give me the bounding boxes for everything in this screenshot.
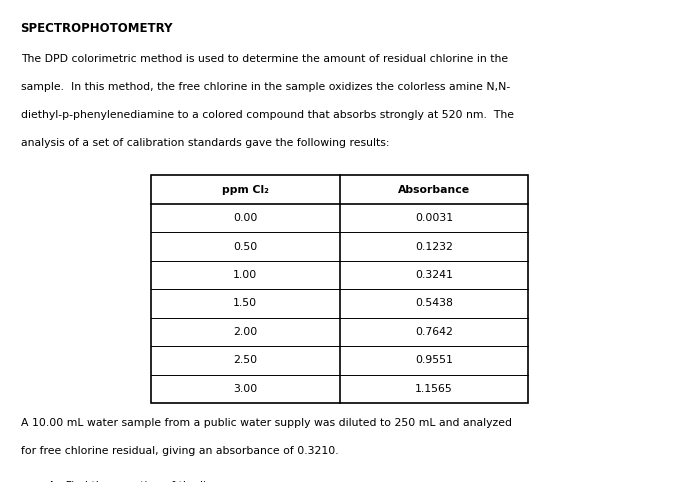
Bar bbox=[151, 175, 528, 403]
Text: 1.50: 1.50 bbox=[233, 298, 257, 308]
Text: ppm Cl₂: ppm Cl₂ bbox=[222, 185, 269, 195]
Text: 0.5438: 0.5438 bbox=[415, 298, 453, 308]
Text: diethyl-p-phenylenediamine to a colored compound that absorbs strongly at 520 nm: diethyl-p-phenylenediamine to a colored … bbox=[21, 110, 514, 120]
Text: 3.00: 3.00 bbox=[233, 384, 257, 394]
Text: 0.00: 0.00 bbox=[233, 213, 257, 223]
Text: 1.1565: 1.1565 bbox=[415, 384, 453, 394]
Text: 0.0031: 0.0031 bbox=[415, 213, 453, 223]
Text: 2.00: 2.00 bbox=[233, 327, 257, 337]
Text: 2.50: 2.50 bbox=[233, 355, 257, 365]
Text: 0.7642: 0.7642 bbox=[415, 327, 453, 337]
Text: for free chlorine residual, giving an absorbance of 0.3210.: for free chlorine residual, giving an ab… bbox=[21, 446, 338, 456]
Text: 0.50: 0.50 bbox=[233, 241, 257, 252]
Text: sample.  In this method, the free chlorine in the sample oxidizes the colorless : sample. In this method, the free chlorin… bbox=[21, 82, 510, 92]
Text: analysis of a set of calibration standards gave the following results:: analysis of a set of calibration standar… bbox=[21, 138, 389, 147]
Text: A.  Find the equation of the line.: A. Find the equation of the line. bbox=[48, 481, 223, 482]
Text: SPECTROPHOTOMETRY: SPECTROPHOTOMETRY bbox=[21, 22, 173, 35]
Text: 0.1232: 0.1232 bbox=[415, 241, 453, 252]
Text: 1.00: 1.00 bbox=[233, 270, 257, 280]
Text: 0.9551: 0.9551 bbox=[415, 355, 453, 365]
Text: Absorbance: Absorbance bbox=[398, 185, 470, 195]
Text: 0.3241: 0.3241 bbox=[415, 270, 453, 280]
Text: The DPD colorimetric method is used to determine the amount of residual chlorine: The DPD colorimetric method is used to d… bbox=[21, 54, 508, 64]
Text: A 10.00 mL water sample from a public water supply was diluted to 250 mL and ana: A 10.00 mL water sample from a public wa… bbox=[21, 418, 512, 428]
